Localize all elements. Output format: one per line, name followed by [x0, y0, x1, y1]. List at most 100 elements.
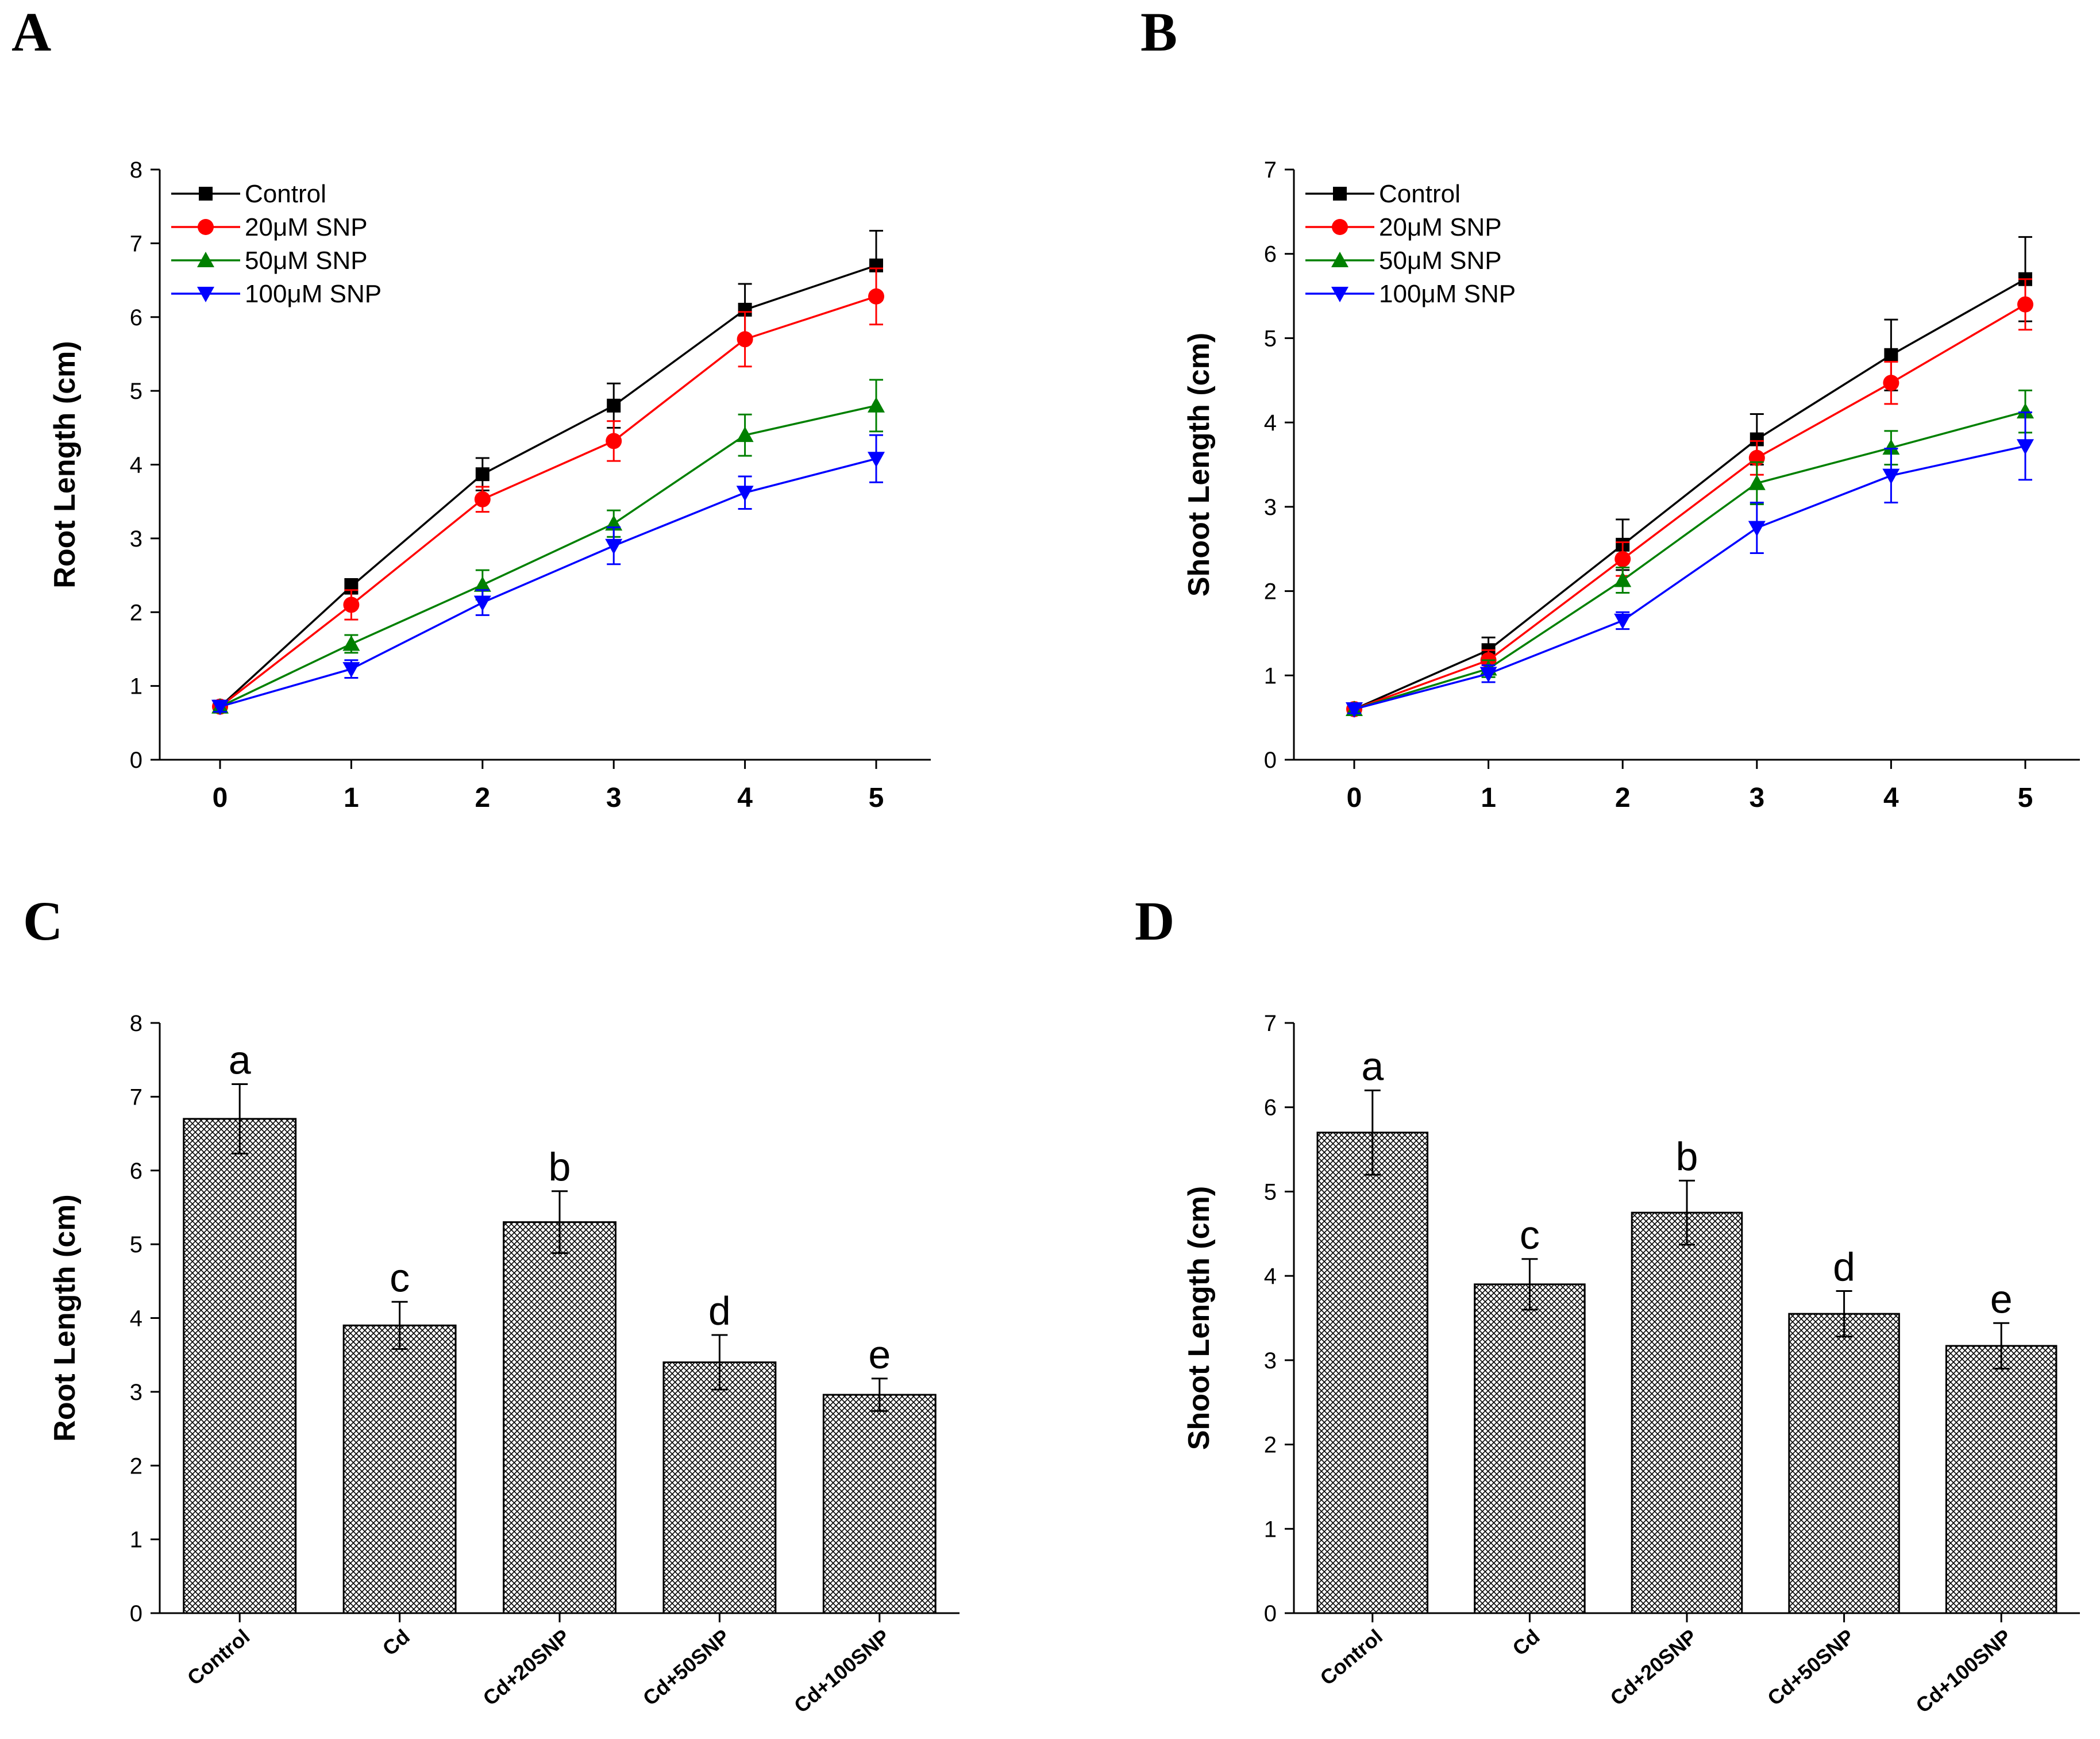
data-point — [473, 595, 491, 611]
y-tick-label: 4 — [1264, 1264, 1277, 1289]
significance-letter: d — [708, 1288, 731, 1333]
x-tick-label: 4 — [737, 783, 753, 813]
significance-letter: e — [1990, 1276, 2013, 1321]
significance-letter: d — [1833, 1245, 1855, 1290]
legend-label: Control — [1379, 180, 1461, 208]
panel-b-letter: B — [1140, 1, 1177, 63]
series-20-m-snp — [1346, 278, 2033, 717]
bar — [662, 1361, 777, 1614]
category-label: Cd+20SNP — [479, 1625, 575, 1710]
y-tick-label: 7 — [130, 1084, 142, 1110]
y-tick-label: 3 — [130, 526, 142, 552]
y-tick-label: 6 — [130, 1159, 142, 1184]
data-point — [2017, 439, 2034, 455]
legend-label: 20μM SNP — [245, 213, 368, 241]
y-tick-label: 4 — [1264, 410, 1277, 436]
x-tick-label: 0 — [1347, 783, 1362, 813]
y-tick-label: 2 — [1264, 1433, 1277, 1458]
data-point — [2017, 296, 2033, 313]
x-tick-label: 5 — [2018, 783, 2033, 813]
y-tick-label: 5 — [130, 379, 142, 404]
data-point — [1748, 521, 1766, 537]
panel-a-plot: 0 1 2 3 4 5 6 7 8 Root Length (cm) 0 1 2 3 4 5 Control 20… — [48, 157, 931, 813]
bar — [1945, 1345, 2057, 1614]
panel-a-letter: A — [11, 1, 51, 63]
x-tick-label: 4 — [1883, 783, 1899, 813]
panel-d: D 0 1 2 3 4 5 6 7 Shoot Length (cm) a Control c Cd b C… — [1135, 890, 2080, 1718]
bar — [1788, 1313, 1900, 1614]
significance-letter: b — [1676, 1134, 1698, 1179]
data-point — [868, 397, 885, 413]
category-label: Cd+100SNP — [789, 1625, 894, 1718]
panel-c: C 0 1 2 3 4 5 6 7 8 Root Length (cm) a Control c Cd b C… — [23, 890, 960, 1718]
x-tick-label: 1 — [1481, 783, 1496, 813]
data-point — [1614, 613, 1632, 629]
x-tick-label: 1 — [344, 783, 359, 813]
legend-marker — [1333, 187, 1347, 201]
y-tick-label: 0 — [130, 748, 142, 773]
category-label: Cd+20SNP — [1606, 1625, 1702, 1710]
category-label: Cd+100SNP — [1911, 1625, 2016, 1718]
data-point — [1614, 571, 1632, 587]
category-label: Cd+50SNP — [1763, 1625, 1859, 1710]
series-20-m-snp — [212, 267, 884, 715]
series-control — [1347, 236, 2032, 716]
legend-marker — [199, 187, 213, 201]
y-tick-label: 8 — [130, 157, 142, 183]
data-point — [342, 635, 360, 651]
significance-letter: b — [549, 1145, 571, 1190]
y-tick-label: 8 — [130, 1011, 142, 1036]
series-line — [219, 264, 877, 707]
y-axis-title: Root Length (cm) — [48, 341, 82, 588]
series-100-m-snp — [1346, 411, 2034, 718]
data-point — [1882, 439, 1900, 455]
legend-label: 20μM SNP — [1379, 213, 1502, 241]
data-point — [1479, 667, 1497, 683]
y-tick-label: 6 — [1264, 242, 1277, 267]
legend: Control 20μM SNP 50μM SNP 100μM SNP — [1305, 180, 1516, 308]
panel-c-plot: 0 1 2 3 4 5 6 7 8 Root Length (cm) a Control c Cd b Cd+… — [48, 1011, 960, 1718]
y-tick-label: 2 — [1264, 579, 1277, 605]
data-point — [1884, 348, 1898, 362]
data-point — [2017, 403, 2034, 419]
data-point — [1615, 551, 1631, 567]
x-tick-label: 3 — [1749, 783, 1764, 813]
series-line — [219, 457, 877, 708]
series-line — [219, 405, 877, 708]
bar — [1631, 1211, 1743, 1614]
legend-label: 50μM SNP — [1379, 247, 1502, 275]
y-axis-title: Root Length (cm) — [48, 1194, 82, 1441]
y-tick-label: 3 — [1264, 1348, 1277, 1373]
x-tick-label: 3 — [606, 783, 622, 813]
y-tick-label: 4 — [130, 453, 142, 478]
legend-label: 100μM SNP — [1379, 280, 1516, 308]
bar — [1474, 1283, 1586, 1614]
y-tick-label: 2 — [130, 600, 142, 625]
data-point — [475, 467, 490, 482]
y-tick-label: 1 — [130, 674, 142, 699]
y-tick-label: 7 — [130, 231, 142, 256]
bar — [822, 1394, 937, 1614]
y-tick-label: 4 — [130, 1306, 142, 1332]
series-line — [1354, 445, 2026, 710]
bar — [503, 1221, 616, 1614]
y-tick-label: 5 — [1264, 1179, 1277, 1205]
data-point — [606, 433, 622, 449]
significance-letter: c — [1520, 1213, 1540, 1257]
y-tick-label: 2 — [130, 1453, 142, 1479]
data-point — [1883, 375, 1899, 391]
series-100-m-snp — [211, 434, 885, 715]
y-axis-title: Shoot Length (cm) — [1182, 333, 1216, 597]
series-line — [219, 295, 877, 707]
category-label: Cd — [378, 1625, 414, 1660]
y-tick-label: 0 — [1264, 748, 1277, 773]
x-tick-label: 2 — [475, 783, 490, 813]
data-point — [1882, 468, 1900, 484]
legend-marker — [197, 252, 214, 267]
y-tick-label: 0 — [130, 1601, 142, 1626]
panel-d-plot: 0 1 2 3 4 5 6 7 Shoot Length (cm) a Control c Cd b Cd+… — [1182, 1011, 2080, 1718]
y-tick-label: 5 — [130, 1232, 142, 1257]
data-point — [868, 288, 884, 305]
panel-c-letter: C — [23, 890, 63, 952]
